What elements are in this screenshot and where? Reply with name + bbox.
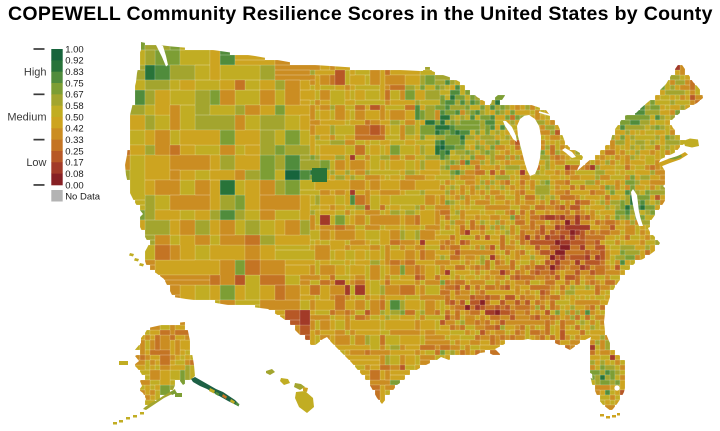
svg-text:1.00: 1.00 bbox=[65, 44, 84, 55]
svg-text:0.42: 0.42 bbox=[65, 124, 84, 135]
svg-text:0.25: 0.25 bbox=[65, 146, 84, 157]
svg-text:0.08: 0.08 bbox=[65, 169, 84, 180]
svg-text:Medium: Medium bbox=[7, 112, 46, 124]
svg-text:0.00: 0.00 bbox=[65, 180, 84, 191]
svg-text:No Data: No Data bbox=[65, 192, 101, 203]
svg-text:0.58: 0.58 bbox=[65, 101, 84, 112]
svg-text:Low: Low bbox=[26, 157, 46, 169]
svg-text:0.50: 0.50 bbox=[65, 112, 84, 123]
svg-text:0.33: 0.33 bbox=[65, 135, 84, 146]
svg-text:0.92: 0.92 bbox=[65, 56, 84, 67]
svg-text:0.75: 0.75 bbox=[65, 78, 84, 89]
svg-text:0.17: 0.17 bbox=[65, 158, 84, 169]
svg-text:0.83: 0.83 bbox=[65, 67, 84, 78]
svg-text:0.67: 0.67 bbox=[65, 90, 84, 101]
svg-text:COPEWELL Community Resilience: COPEWELL Community Resilience Scores in … bbox=[8, 3, 713, 25]
svg-text:High: High bbox=[24, 66, 47, 78]
